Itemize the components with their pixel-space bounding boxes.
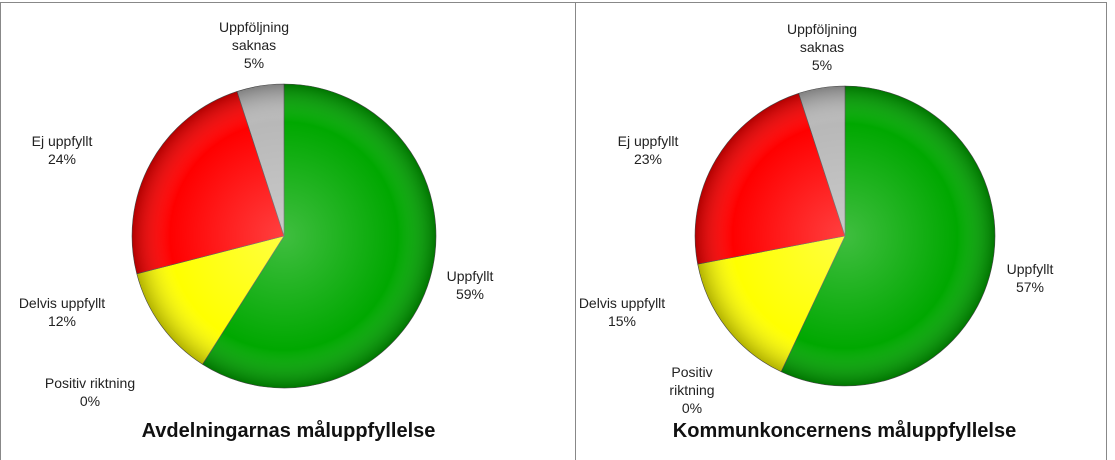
slice-label: Delvis uppfyllt 12% [2, 294, 122, 330]
slice-value: 23% [633, 151, 663, 167]
slice-label: Uppfyllt 59% [430, 267, 510, 303]
slice-value: 15% [607, 313, 637, 329]
slice-label: Positiv riktning 0% [657, 363, 727, 417]
chart-title: Kommunkoncernens måluppfyllelse [672, 420, 1017, 442]
slice-name: Uppfyllt [446, 268, 494, 284]
slice-value: 0% [79, 393, 101, 409]
chart-panel: Uppfyllt 59% Positiv riktning 0% Delvis uppf… [10, 0, 567, 460]
slice-value: 5% [811, 57, 833, 73]
slice-name: Uppföljning saknas [218, 19, 290, 53]
slice-name: Delvis uppfyllt [578, 295, 666, 311]
slice-label: Uppfyllt 57% [990, 260, 1070, 296]
slice-name: Uppföljning saknas [786, 21, 858, 55]
slice-label: Uppföljning saknas 5% [772, 20, 872, 74]
slice-name: Positiv riktning [44, 375, 136, 391]
slice-value: 59% [455, 286, 485, 302]
slice-label: Ej uppfyllt 24% [12, 132, 112, 168]
slice-label: Uppföljning saknas 5% [204, 18, 304, 72]
slice-value: 24% [47, 151, 77, 167]
slice-label: Ej uppfyllt 23% [598, 132, 698, 168]
slice-label: Delvis uppfyllt 15% [562, 294, 682, 330]
slice-name: Ej uppfyllt [31, 133, 93, 149]
slice-name: Delvis uppfyllt [18, 295, 106, 311]
chart-panel: Uppfyllt 57% Positiv riktning 0% Delvis uppf… [566, 0, 1115, 460]
divider [575, 2, 576, 460]
slice-name: Ej uppfyllt [617, 133, 679, 149]
slice-name: Uppfyllt [1006, 261, 1054, 277]
chart-title: Avdelningarnas måluppfyllelse [141, 420, 436, 442]
slice-value: 5% [243, 55, 265, 71]
slice-label: Positiv riktning 0% [10, 374, 170, 410]
slice-value: 0% [681, 400, 703, 416]
slice-value: 57% [1015, 279, 1045, 295]
slice-value: 12% [47, 313, 77, 329]
slice-name: Positiv riktning [669, 364, 715, 398]
